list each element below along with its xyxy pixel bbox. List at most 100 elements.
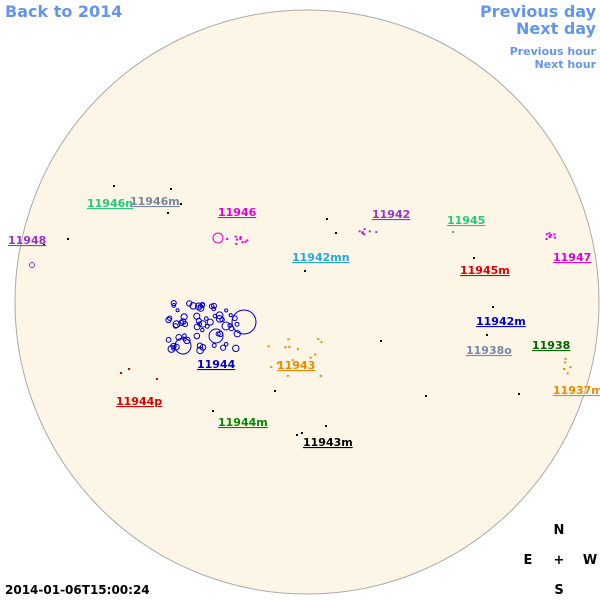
region-label[interactable]: 11942mn bbox=[292, 251, 350, 264]
sunspot-dot bbox=[296, 348, 299, 351]
region-label[interactable]: 11945m bbox=[460, 264, 510, 277]
sunspot bbox=[206, 318, 214, 326]
sunspot bbox=[175, 333, 183, 341]
sunspot bbox=[215, 331, 221, 337]
sunspot-dot bbox=[335, 232, 337, 234]
compass-north: N bbox=[554, 523, 565, 538]
region-label[interactable]: 11942m bbox=[476, 315, 526, 328]
sunspot-dot bbox=[287, 338, 290, 341]
compass-center: + bbox=[554, 553, 565, 568]
next-day-link[interactable]: Next day bbox=[516, 19, 597, 38]
sunspot bbox=[171, 303, 177, 308]
previous-day-link[interactable]: Previous day bbox=[480, 2, 597, 21]
region-label[interactable]: 11944p bbox=[116, 395, 162, 408]
sunspot-dot bbox=[212, 410, 214, 412]
sunspot-dot bbox=[170, 188, 172, 190]
sunspot-dot bbox=[270, 366, 273, 369]
sunspot bbox=[196, 346, 204, 355]
sunspot bbox=[215, 311, 224, 320]
sunspot-dot bbox=[43, 244, 45, 246]
sunspot-dot bbox=[304, 270, 306, 272]
region-label[interactable]: 11948 bbox=[8, 234, 46, 247]
sunspot bbox=[224, 308, 229, 313]
sunspot-dot bbox=[368, 230, 371, 233]
sunspot bbox=[186, 300, 193, 307]
sunspot-dot bbox=[325, 425, 327, 427]
region-label[interactable]: 11943 bbox=[277, 359, 315, 372]
back-link[interactable]: Back to 2014 bbox=[5, 2, 122, 21]
region-label[interactable]: 11942 bbox=[372, 208, 410, 221]
sunspot-dot bbox=[486, 334, 488, 336]
sunspot-dot bbox=[380, 340, 382, 342]
sunspot-dot bbox=[320, 341, 323, 344]
region-label[interactable]: 11938o bbox=[466, 344, 512, 357]
sunspot bbox=[220, 344, 227, 351]
sunspot-dot bbox=[317, 338, 320, 341]
sunspot-dot bbox=[235, 242, 238, 245]
compass-west: W bbox=[583, 553, 597, 568]
region-label[interactable]: 11944m bbox=[218, 416, 268, 429]
sunspot bbox=[172, 323, 179, 329]
sunspot-dot bbox=[363, 233, 366, 236]
sunspot-dot bbox=[553, 233, 556, 236]
sunspot bbox=[180, 313, 188, 321]
sunspot-dot bbox=[425, 395, 427, 397]
sunspot bbox=[193, 332, 201, 340]
region-label[interactable]: 11947 bbox=[553, 251, 591, 264]
sunspot bbox=[232, 344, 240, 353]
sunspot-dot bbox=[286, 374, 289, 377]
compass-east: E bbox=[524, 553, 533, 568]
region-label[interactable]: 11938 bbox=[532, 339, 570, 352]
sunspot bbox=[200, 327, 205, 333]
sunspot bbox=[227, 323, 233, 329]
region-label[interactable]: 11937m bbox=[553, 384, 600, 397]
region-label[interactable]: 11946 bbox=[218, 206, 257, 219]
sunspot-dot bbox=[563, 368, 566, 371]
sunspot-dot bbox=[234, 235, 237, 238]
region-label[interactable]: 11946m bbox=[130, 195, 180, 208]
sunspot bbox=[166, 315, 173, 321]
sunspot-dot bbox=[564, 361, 567, 364]
sunspot-dot bbox=[363, 228, 366, 231]
sunspot-dot bbox=[244, 240, 247, 243]
compass-south: S bbox=[554, 583, 563, 598]
timestamp: 2014-01-06T15:00:24 bbox=[5, 583, 150, 597]
sunspot bbox=[175, 308, 180, 313]
sunspot-dot bbox=[549, 236, 552, 239]
sunspot-dot bbox=[473, 257, 475, 259]
previous-hour-link[interactable]: Previous hour bbox=[510, 45, 597, 58]
sunspot-dot bbox=[239, 238, 242, 241]
sunspot-dot bbox=[167, 212, 169, 214]
sunspot-dot bbox=[284, 346, 287, 349]
sunspot bbox=[223, 341, 229, 347]
sunspot-dot bbox=[553, 236, 556, 239]
sunspot-dot bbox=[226, 237, 229, 240]
sunspot-dot bbox=[564, 357, 567, 360]
sunspot bbox=[228, 313, 233, 318]
sunspot-dot bbox=[120, 372, 122, 374]
sunspot-dot bbox=[362, 232, 365, 235]
sunspot bbox=[173, 343, 180, 351]
sunspot bbox=[183, 336, 191, 345]
region-label[interactable]: 11944 bbox=[197, 358, 236, 371]
sunspot-dot bbox=[492, 306, 494, 308]
sunspot bbox=[165, 316, 172, 324]
sunspot bbox=[178, 319, 185, 327]
sunspot bbox=[199, 302, 205, 308]
region-label[interactable]: 11945 bbox=[447, 214, 485, 227]
region-label[interactable]: 11946n bbox=[87, 197, 133, 210]
sunspot-dot bbox=[274, 390, 276, 392]
sunspot bbox=[208, 328, 224, 344]
sunspot-dot bbox=[314, 353, 317, 356]
sunspot bbox=[231, 315, 238, 322]
sunspot-dot bbox=[113, 185, 115, 187]
sunspot-dot bbox=[276, 362, 279, 365]
region-label[interactable]: 11943m bbox=[303, 436, 353, 449]
sunspot bbox=[203, 316, 209, 321]
sunspot-dot bbox=[296, 434, 298, 436]
sunspot bbox=[215, 315, 224, 323]
sunspot-dot bbox=[375, 231, 378, 234]
sunspot-dot bbox=[180, 203, 182, 205]
sunspot-dot bbox=[156, 378, 158, 380]
next-hour-link[interactable]: Next hour bbox=[535, 58, 597, 71]
